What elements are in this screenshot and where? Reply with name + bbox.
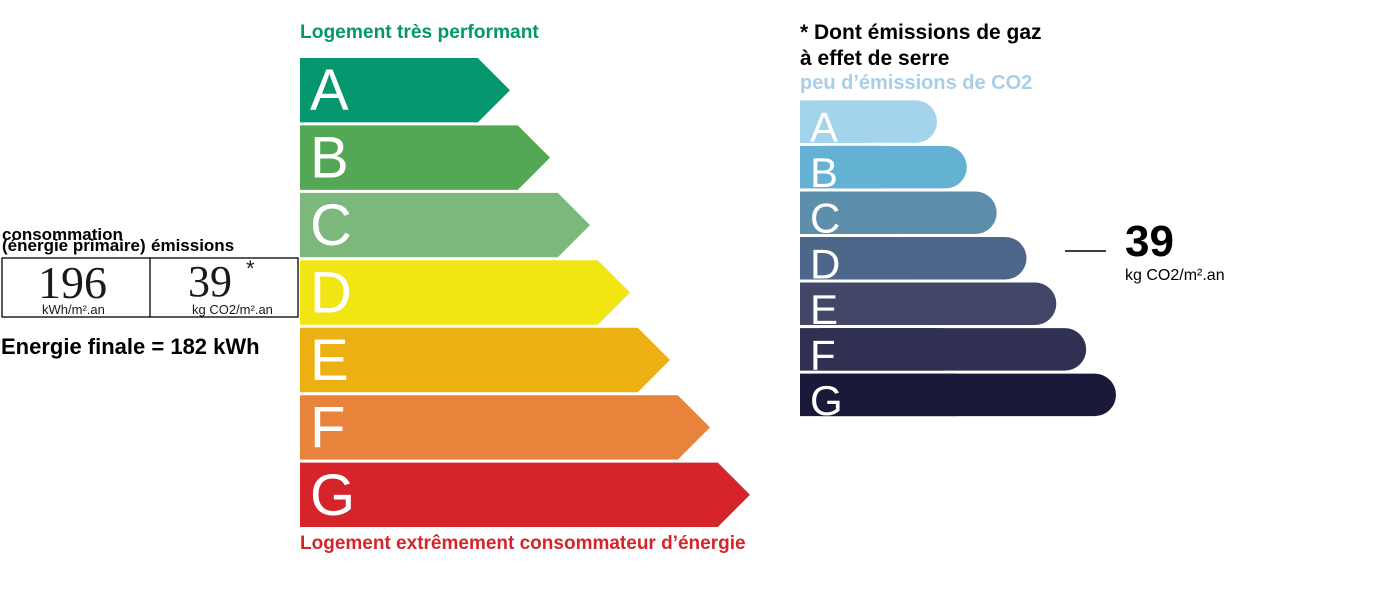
svg-text:D: D [810, 240, 840, 287]
svg-text:39: 39 [188, 257, 232, 306]
svg-text:B: B [310, 126, 349, 191]
svg-text:E: E [810, 286, 838, 333]
svg-text:C: C [310, 193, 352, 258]
svg-text:C: C [810, 195, 840, 242]
svg-text:E: E [310, 328, 349, 393]
svg-text:kg CO2/m².an: kg CO2/m².an [192, 302, 273, 317]
svg-text:peu d’émissions de CO2: peu d’émissions de CO2 [800, 72, 1032, 94]
svg-text:à effet de serre: à effet de serre [800, 47, 949, 70]
svg-text:kWh/m².an: kWh/m².an [42, 302, 105, 317]
svg-text:(énergie primaire): (énergie primaire) [2, 236, 146, 255]
svg-text:F: F [310, 395, 345, 460]
svg-text:D: D [310, 261, 352, 326]
svg-text:Logement extrêmement consommat: Logement extrêmement consommateur d’éner… [300, 533, 746, 554]
svg-text:B: B [810, 149, 838, 196]
svg-text:G: G [310, 463, 355, 528]
svg-text:émissions: émissions [151, 236, 234, 255]
svg-text:Energie finale = 182 kWh: Energie finale = 182 kWh [1, 334, 260, 359]
svg-text:Logement très performant: Logement très performant [300, 22, 539, 43]
svg-text:*: * [246, 256, 255, 281]
svg-text:* Dont émissions de gaz: * Dont émissions de gaz [800, 21, 1042, 44]
svg-text:196: 196 [38, 257, 107, 308]
svg-text:A: A [310, 58, 349, 123]
svg-text:F: F [810, 331, 836, 378]
svg-text:kg CO2/m².an: kg CO2/m².an [1125, 267, 1225, 284]
svg-text:A: A [810, 104, 838, 151]
svg-text:G: G [810, 377, 843, 424]
svg-text:39: 39 [1125, 217, 1174, 266]
